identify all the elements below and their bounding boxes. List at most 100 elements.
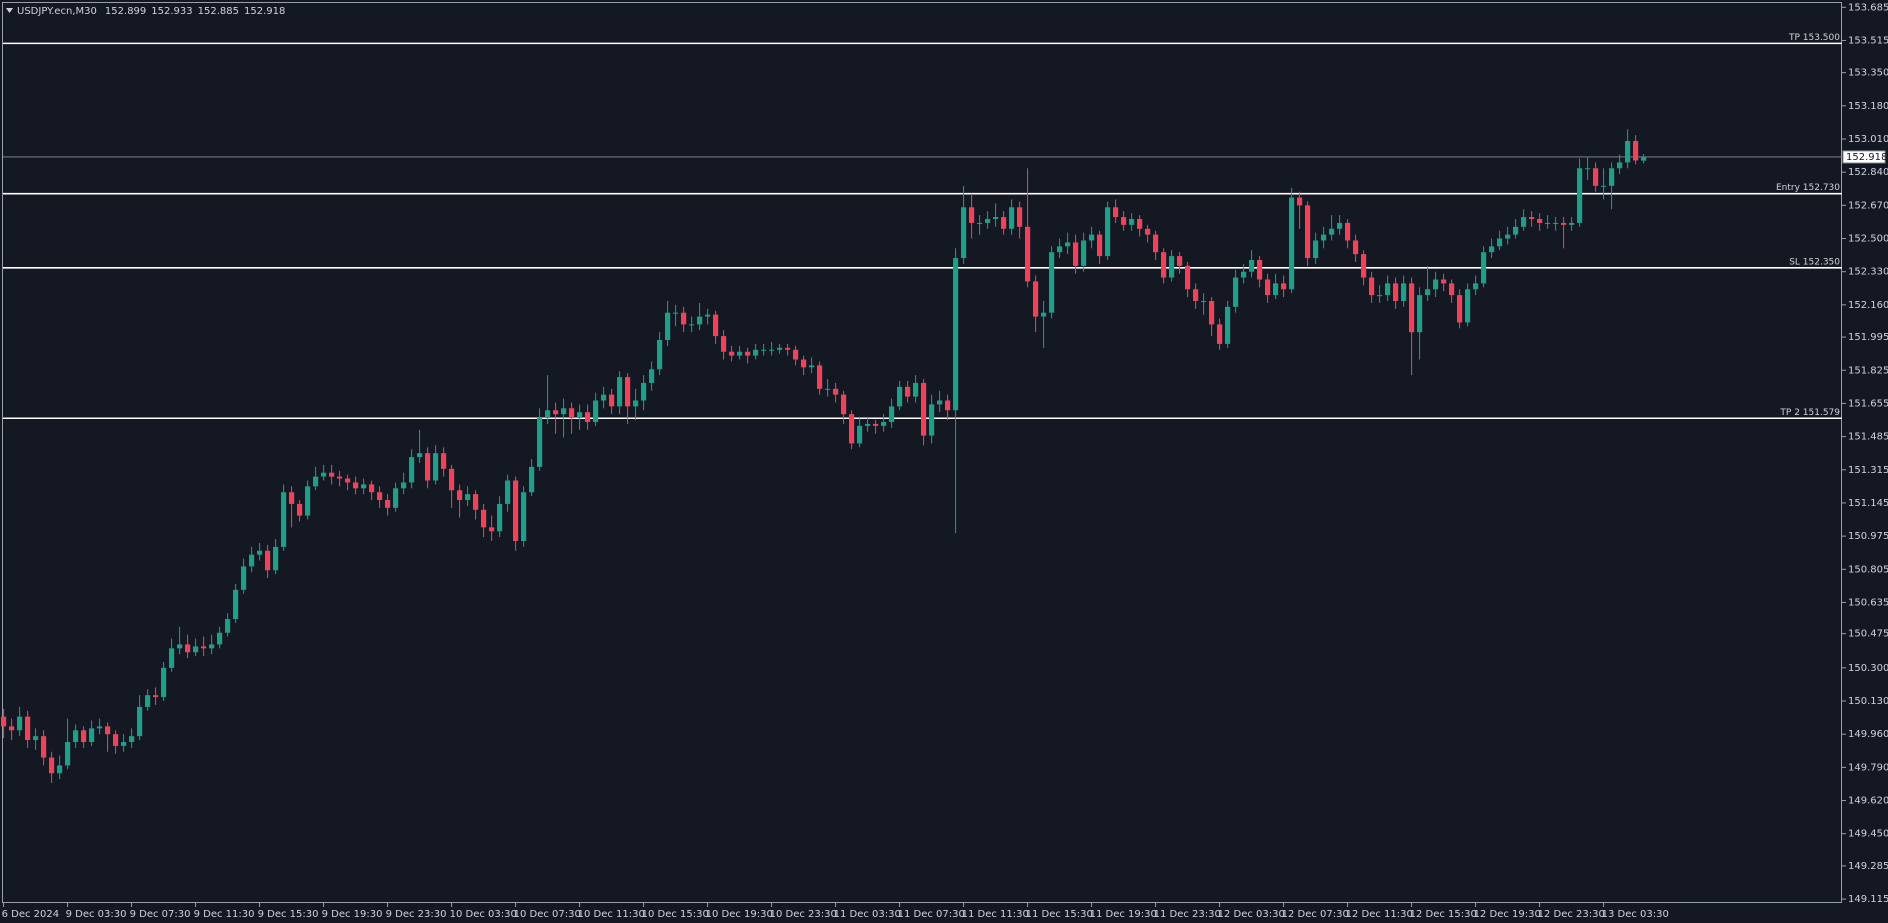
candle-body [713,314,719,337]
header-open: 152.899 [105,6,146,17]
candle-body [1425,289,1431,296]
candle-body [1225,306,1231,344]
candle-body [649,369,655,383]
candle-body [249,554,255,567]
candle-body [233,589,239,620]
candle-body [1105,207,1111,257]
x-tick-label: 9 Dec 15:30 [258,909,319,920]
candle-body [1385,283,1391,296]
y-tick-label: 149.285 [1848,861,1888,872]
y-tick-label: 149.960 [1848,729,1888,740]
candle-body [1137,219,1143,229]
candle-body [1601,185,1607,187]
candle-body [833,388,839,395]
level-label: SL 152.350 [1789,257,1840,267]
candle-body [1593,168,1599,186]
candle-body [1393,283,1399,301]
candle-body [1193,289,1199,301]
candle-body [1529,217,1535,220]
candle-body [673,312,679,314]
candle-body [41,736,47,758]
candle-body [969,207,975,223]
candle-body [185,644,191,653]
candle-body [737,351,743,356]
candle-body [377,492,383,501]
menu-arrow[interactable] [6,8,13,13]
header-close: 152.918 [244,6,285,17]
candle-body [905,386,911,397]
candle-body [1113,207,1119,218]
candle-body [153,695,159,698]
candle-body [1321,234,1327,241]
x-tick-label: 11 Dec 03:30 [834,909,901,920]
y-tick-label: 153.515 [1848,35,1888,46]
candle-body [825,388,831,390]
x-tick-label: 10 Dec 11:30 [578,909,645,920]
candle-body [1121,217,1127,225]
candle-body [1505,234,1511,239]
candle-body [497,503,503,532]
candle-body [1177,256,1183,266]
candle-body [1265,279,1271,296]
y-tick-label: 152.160 [1848,300,1888,311]
candle-body [1521,217,1527,227]
candle-body [281,492,287,547]
candle-body [1353,240,1359,255]
candle-body [1065,242,1071,247]
candle-body [1233,277,1239,307]
candle-body [953,258,959,411]
y-tick-label: 150.300 [1848,663,1888,674]
plot-border [2,2,1842,903]
candle-body [201,646,207,649]
candle-body [1169,256,1175,278]
candle-body [329,472,335,477]
price-box-label: 152.918 [1846,152,1887,163]
candle-body [945,400,951,411]
candle-body [777,347,783,350]
candle-body [145,695,151,707]
candle-body [1217,324,1223,344]
candle-body [1433,279,1439,290]
candle-body [617,377,623,407]
candle-body [537,418,543,467]
x-tick-label: 12 Dec 23:30 [1538,909,1605,920]
candle-body [193,646,199,653]
candle-body [353,482,359,489]
y-tick-label: 149.450 [1848,829,1888,840]
candle-body [321,472,327,477]
y-tick-label: 152.670 [1848,200,1888,211]
x-tick-label: 12 Dec 15:30 [1410,909,1477,920]
candle-body [513,480,519,542]
candle-body [913,382,919,397]
candle-body [369,484,375,493]
symbol-label: USDJPY.ecn,M30 [17,6,97,17]
candle-body [545,410,551,419]
candle-body [113,734,119,746]
candle-body [1289,197,1295,290]
y-tick-label: 150.805 [1848,564,1888,575]
candle-body [169,648,175,668]
candle-body [1473,283,1479,290]
y-tick-label: 151.995 [1848,332,1888,343]
candle-body [161,667,167,698]
candle-body [761,349,767,351]
candle-body [641,382,647,401]
candle-body [1081,240,1087,266]
y-tick-label: 153.180 [1848,101,1888,112]
x-tick-label: 10 Dec 19:30 [706,909,773,920]
candle-body [985,219,991,223]
candle-body [1,716,7,727]
header-low: 152.885 [198,6,239,17]
candle-body [225,619,231,633]
candle-body [729,351,735,356]
candle-body [433,453,439,481]
candle-body [17,716,23,731]
candle-body [97,726,103,729]
candle-body [1401,283,1407,301]
x-tick-label: 12 Dec 07:30 [1282,909,1349,920]
x-tick-label: 10 Dec 23:30 [770,909,837,920]
candle-body [1057,246,1063,253]
candle-body [577,412,583,419]
x-tick-label: 11 Dec 19:30 [1090,909,1157,920]
